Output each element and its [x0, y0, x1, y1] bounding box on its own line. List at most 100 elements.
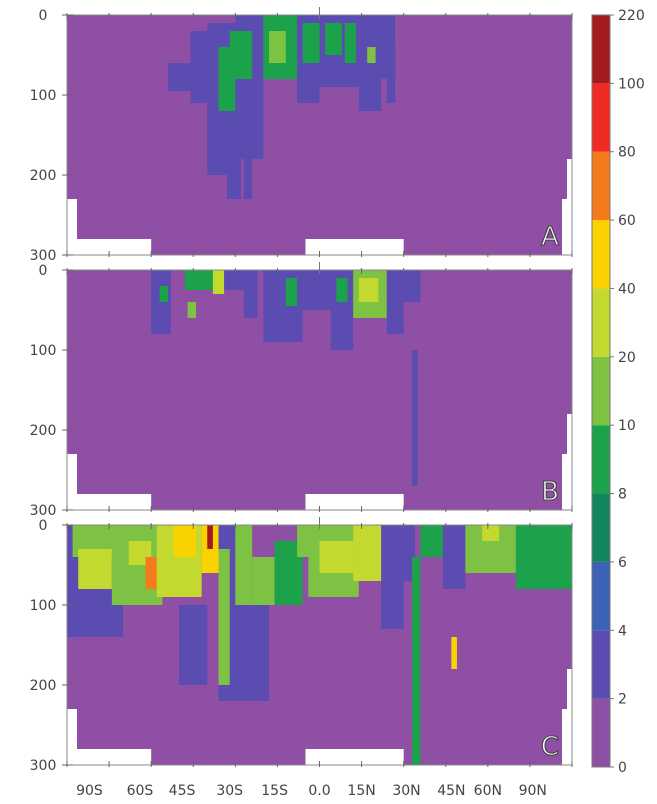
colorbar-label: 2: [618, 692, 627, 708]
masked-region: [67, 709, 77, 765]
heatmap-cell: [179, 605, 208, 685]
masked-region: [562, 709, 572, 765]
masked-region: [305, 749, 404, 765]
heatmap-cell: [381, 525, 404, 629]
panel-label: C: [541, 732, 559, 762]
heatmap-cell: [442, 525, 466, 589]
y-tick-label: 300: [30, 758, 57, 774]
x-tick-label: 15S: [261, 783, 288, 799]
heatmap-cell: [325, 23, 342, 55]
x-tick-label: 0.0: [308, 783, 330, 799]
colorbar-swatch: [592, 83, 610, 152]
heatmap-cell: [285, 278, 298, 306]
heatmap-cell: [386, 47, 396, 103]
x-tick-label: 60S: [127, 783, 154, 799]
y-tick-label: 300: [30, 503, 57, 519]
y-tick-label: 100: [30, 343, 57, 359]
masked-region: [305, 239, 404, 255]
heatmap-cell: [344, 23, 356, 63]
colorbar-swatch: [592, 151, 610, 221]
masked-region: [562, 454, 572, 510]
heatmap-cell: [353, 525, 382, 581]
masked-region: [567, 669, 572, 709]
heatmap-cell: [159, 286, 168, 302]
heatmap-cell: [358, 278, 379, 302]
colorbar-label: 100: [618, 76, 645, 92]
masked-region: [67, 239, 152, 255]
masked-region: [567, 414, 572, 454]
panel-a: A: [62, 7, 573, 257]
colorbar-label: 6: [618, 555, 627, 571]
heatmap-cell: [403, 270, 421, 302]
heatmap-cell: [218, 549, 230, 685]
masked-region: [562, 199, 572, 255]
y-tick-label: 100: [30, 598, 57, 614]
colorbar-label: 4: [618, 623, 627, 639]
colorbar-label: 80: [618, 145, 636, 161]
heatmap-cell: [243, 270, 258, 318]
x-tick-label: 30N: [392, 783, 420, 799]
colorbar-label: 8: [618, 487, 627, 503]
masked-region: [67, 749, 152, 765]
colorbar-swatch: [592, 288, 610, 357]
x-tick-label: 45S: [169, 783, 196, 799]
colorbar-swatch: [592, 220, 610, 289]
panels: A B C: [62, 7, 573, 767]
masked-region: [567, 159, 572, 199]
x-tick-label: 30S: [216, 783, 243, 799]
y-tick-label: 0: [39, 8, 48, 24]
heatmap-cell: [187, 302, 197, 318]
heatmap-cell: [412, 557, 421, 765]
panel-label: A: [541, 222, 559, 252]
panel-b: B: [62, 262, 573, 512]
heatmap-cell: [386, 270, 404, 334]
colorbar-label: 220: [618, 8, 645, 24]
colorbar-swatch: [592, 356, 610, 426]
colorbar-label: 60: [618, 213, 636, 229]
x-tick-label: 45N: [437, 783, 465, 799]
heatmap-cell: [403, 525, 415, 581]
x-tick-label: 15N: [347, 783, 375, 799]
colorbar-label: 10: [618, 418, 636, 434]
heatmap-cell: [226, 159, 241, 199]
colorbar-label: 40: [618, 281, 636, 297]
heatmap-cell: [367, 47, 376, 63]
colorbar-swatch: [592, 561, 610, 631]
heatmap-cell: [229, 31, 253, 79]
heatmap-cell: [302, 270, 331, 310]
colorbar-swatch: [592, 493, 610, 562]
panel-label: B: [541, 477, 559, 507]
y-tick-label: 200: [30, 423, 57, 439]
heatmap-cell: [78, 549, 112, 589]
colorbar-swatch: [592, 15, 610, 84]
heatmap-cell: [319, 541, 354, 573]
y-tick-label: 200: [30, 168, 57, 184]
y-tick-label: 300: [30, 248, 57, 264]
heatmap-cell: [420, 525, 443, 557]
x-tick-label: 60N: [474, 783, 502, 799]
heatmap-cell: [451, 637, 457, 669]
colorbar-swatch: [592, 425, 610, 494]
y-tick-label: 0: [39, 518, 48, 534]
colorbar: 0 2 4 6 8 10 20 40 60 80 100 220: [591, 8, 645, 776]
heatmap-cell: [336, 278, 348, 302]
heatmap-cell: [482, 525, 500, 541]
colorbar-label: 20: [618, 350, 636, 366]
colorbar-swatch: [592, 698, 610, 767]
x-axis-labels: 90S 60S 45S 30S 15S 0.0 15N 30N 45N 60N 90N: [76, 783, 547, 799]
heatmap-cell: [145, 557, 157, 589]
masked-region: [67, 494, 152, 510]
masked-region: [67, 454, 77, 510]
heatmap-cell: [515, 525, 572, 589]
heatmap-cell: [212, 270, 225, 294]
masked-region: [305, 494, 404, 510]
panel-c: C: [62, 517, 573, 767]
heatmap-cell: [207, 525, 213, 549]
heatmap-cell: [412, 350, 418, 486]
colorbar-swatch: [592, 630, 610, 699]
x-tick-label: 90S: [76, 783, 103, 799]
heatmap-cell: [235, 525, 253, 605]
y-tick-label: 0: [39, 263, 48, 279]
